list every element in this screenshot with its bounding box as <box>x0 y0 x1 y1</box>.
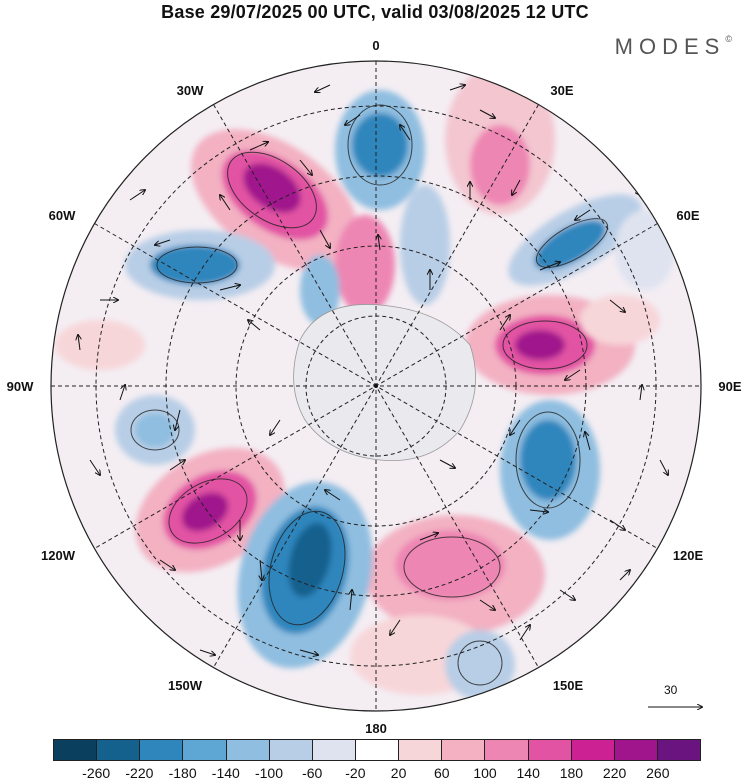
map-title: Base 29/07/2025 00 UTC, valid 03/08/2025… <box>161 2 589 22</box>
colorbar-segment <box>312 740 356 760</box>
colorbar-segment <box>528 740 572 760</box>
lon-label-0: 0 <box>372 38 379 53</box>
colorbar-segment <box>614 740 658 760</box>
colorbar-tick-label: 140 <box>516 765 540 781</box>
colorbar-tick-label: 220 <box>602 765 627 781</box>
colorbar-tick-label: 100 <box>473 765 497 781</box>
lon-label-90w: 90W <box>7 379 34 394</box>
wind-scale-label: 30 <box>664 683 678 697</box>
colorbar-segment <box>54 740 98 760</box>
lon-label-60w: 60W <box>49 208 76 223</box>
colorbar-tick-label: -180 <box>168 765 197 781</box>
colorbar-segment <box>399 740 443 760</box>
colorbar-tick-label: -260 <box>82 765 111 781</box>
lon-label-120e: 120E <box>673 548 704 563</box>
colorbar-tick-label: 20 <box>390 765 407 781</box>
colorbar-tick-label: -20 <box>345 765 366 781</box>
map-boundary <box>50 60 702 712</box>
lon-label-150w: 150W <box>168 678 203 693</box>
brand-mark: © <box>725 34 732 44</box>
colorbar-tick-label: 60 <box>434 765 450 781</box>
lon-label-60e: 60E <box>676 208 699 223</box>
south-pole-marker <box>374 384 378 388</box>
lon-label-150e: 150E <box>553 678 584 693</box>
lon-label-30e: 30E <box>550 83 573 98</box>
colorbar <box>53 739 701 761</box>
colorbar-tick-label: 180 <box>559 765 584 781</box>
colorbar-segment <box>657 740 701 760</box>
lon-label-30w: 30W <box>177 83 204 98</box>
lon-label-90e: 90E <box>718 379 741 394</box>
colorbar-ticks: -260 -220 -180 -140 -100 -60 -20 20 60 100 140 180 2… <box>53 765 701 783</box>
colorbar-segment <box>183 740 227 760</box>
colorbar-segment <box>355 740 400 760</box>
colorbar-segment <box>442 740 486 760</box>
colorbar-tick-label: -220 <box>125 765 154 781</box>
colorbar-tick-label: -140 <box>211 765 240 781</box>
colorbar-segment <box>226 740 270 760</box>
colorbar-tick-label: -60 <box>302 765 323 781</box>
lon-label-120w: 120W <box>41 548 76 563</box>
antarctica-landmass <box>293 304 476 461</box>
lon-label-180: 180 <box>365 721 387 736</box>
colorbar-segment <box>485 740 529 760</box>
colorbar-segment <box>269 740 313 760</box>
modes-logo: MODES© <box>615 34 732 60</box>
colorbar-tick-label: -100 <box>254 765 284 781</box>
brand-text: MODES <box>614 34 726 59</box>
colorbar-segment <box>140 740 184 760</box>
colorbar-segment <box>571 740 615 760</box>
colorbar-tick-label: 260 <box>646 765 670 781</box>
colorbar-segment <box>97 740 141 760</box>
